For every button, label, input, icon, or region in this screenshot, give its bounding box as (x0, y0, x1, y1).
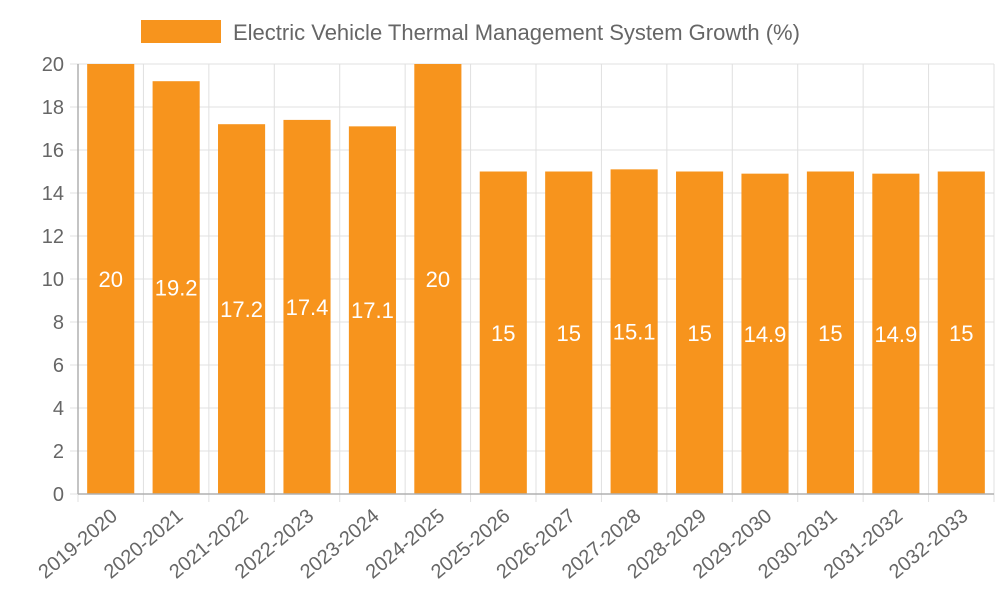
y-tick-label: 0 (53, 484, 64, 506)
data-label: 15 (687, 321, 711, 346)
data-label: 20 (98, 267, 122, 292)
bar-2025-2026[interactable] (479, 171, 527, 495)
bar-2028-2029[interactable] (676, 171, 724, 495)
y-tick-label: 20 (42, 54, 64, 76)
legend-label: Electric Vehicle Thermal Management Syst… (233, 20, 800, 45)
axes (77, 64, 994, 495)
bar-2026-2027[interactable] (545, 171, 593, 495)
bar-2029-2030[interactable] (741, 173, 789, 494)
bar-2024-2025[interactable] (414, 64, 462, 494)
data-label: 15 (818, 321, 842, 346)
data-labels: 20 19.2 17.2 17.4 17.1 20 15 15 15.1 15 14.9 15 14.9… (98, 267, 973, 347)
y-tick-label: 10 (42, 269, 64, 291)
data-label: 15 (491, 321, 515, 346)
legend-swatch (141, 20, 221, 43)
data-label: 14.9 (874, 322, 917, 347)
bar-2030-2031[interactable] (806, 171, 854, 495)
y-tick-label: 14 (42, 183, 64, 205)
y-tick-label: 2 (53, 441, 64, 463)
data-label: 15 (556, 321, 580, 346)
y-tick-label: 12 (42, 226, 64, 248)
bar-2023-2024[interactable] (348, 126, 396, 494)
data-label: 17.1 (351, 298, 394, 323)
bar-2019-2020[interactable] (87, 64, 135, 494)
y-tick-label: 4 (53, 398, 64, 420)
data-label: 14.9 (744, 322, 787, 347)
data-label: 15 (949, 321, 973, 346)
data-label: 20 (426, 267, 450, 292)
y-tick-label: 16 (42, 140, 64, 162)
bar-2021-2022[interactable] (218, 124, 266, 494)
bar-2022-2023[interactable] (283, 119, 331, 495)
chart-legend[interactable]: Electric Vehicle Thermal Management Syst… (141, 20, 800, 45)
data-label: 17.2 (220, 297, 263, 322)
bar-2031-2032[interactable] (872, 173, 920, 494)
bar-2027-2028[interactable] (610, 169, 658, 494)
y-tick-label: 8 (53, 312, 64, 334)
bar-2020-2021[interactable] (152, 81, 200, 494)
bar-2032-2033[interactable] (937, 171, 985, 495)
data-label: 19.2 (155, 276, 198, 301)
y-tick-label: 18 (42, 97, 64, 119)
grid-lines (70, 63, 995, 502)
data-label: 15.1 (613, 320, 656, 345)
data-label: 17.4 (286, 295, 329, 320)
bars (87, 64, 985, 495)
y-tick-label: 6 (53, 355, 64, 377)
